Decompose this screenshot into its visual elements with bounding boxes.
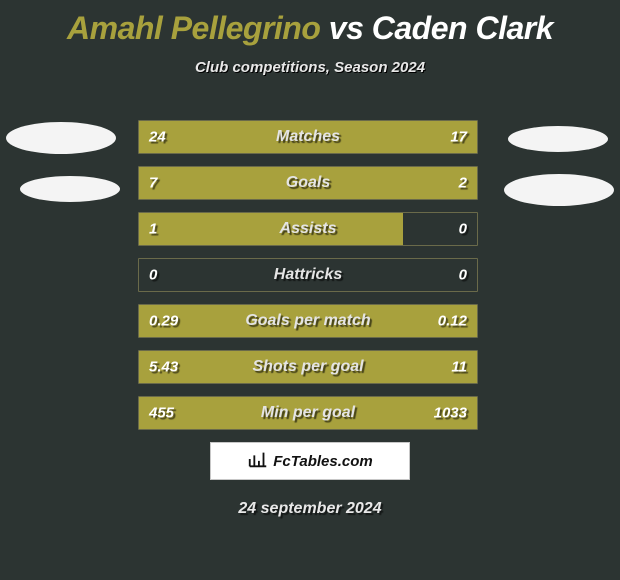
stat-value-left: 0.29	[149, 313, 178, 330]
stat-value-right: 0.12	[438, 313, 467, 330]
subtitle: Club competitions, Season 2024	[0, 59, 620, 76]
stat-label: Assists	[280, 220, 337, 238]
stat-value-right: 2	[459, 175, 467, 192]
stat-fill-left	[139, 167, 403, 199]
stat-row: 7 2 Goals	[138, 166, 478, 200]
branding-box: FcTables.com	[210, 442, 410, 480]
comparison-title: Amahl Pellegrino vs Caden Clark	[0, 0, 620, 47]
vs-text: vs	[329, 10, 364, 46]
player2-name: Caden Clark	[372, 10, 553, 46]
stat-value-right: 17	[450, 129, 467, 146]
stat-value-left: 7	[149, 175, 157, 192]
stat-label: Goals per match	[245, 312, 370, 330]
stat-value-right: 0	[459, 221, 467, 238]
stat-value-right: 11	[451, 359, 467, 376]
player1-name: Amahl Pellegrino	[67, 10, 320, 46]
decor-ellipse-tr	[508, 126, 608, 152]
decor-ellipse-bl	[20, 176, 120, 202]
stat-row: 24 17 Matches	[138, 120, 478, 154]
decor-ellipse-br	[504, 174, 614, 206]
stat-row: 1 0 Assists	[138, 212, 478, 246]
stat-value-left: 455	[149, 405, 174, 422]
stat-row: 455 1033 Min per goal	[138, 396, 478, 430]
stat-label: Matches	[276, 128, 340, 146]
stat-value-right: 1033	[434, 405, 467, 422]
stat-fill-left	[139, 213, 403, 245]
stat-label: Shots per goal	[252, 358, 363, 376]
stat-row: 0.29 0.12 Goals per match	[138, 304, 478, 338]
stat-value-left: 5.43	[149, 359, 178, 376]
stat-value-left: 0	[149, 267, 157, 284]
date-stamp: 24 september 2024	[238, 500, 381, 518]
stat-value-right: 0	[459, 267, 467, 284]
stat-label: Min per goal	[261, 404, 355, 422]
stat-bars-container: 24 17 Matches 7 2 Goals 1 0 Assists 0 0 Hattricks 0.…	[138, 120, 478, 442]
branding-text: FcTables.com	[273, 453, 372, 470]
chart-icon	[247, 448, 269, 475]
stat-row: 0 0 Hattricks	[138, 258, 478, 292]
stat-row: 5.43 11 Shots per goal	[138, 350, 478, 384]
stat-label: Goals	[286, 174, 330, 192]
decor-ellipse-tl	[6, 122, 116, 154]
stat-label: Hattricks	[274, 266, 342, 284]
stat-value-left: 1	[149, 221, 157, 238]
stat-value-left: 24	[149, 129, 166, 146]
